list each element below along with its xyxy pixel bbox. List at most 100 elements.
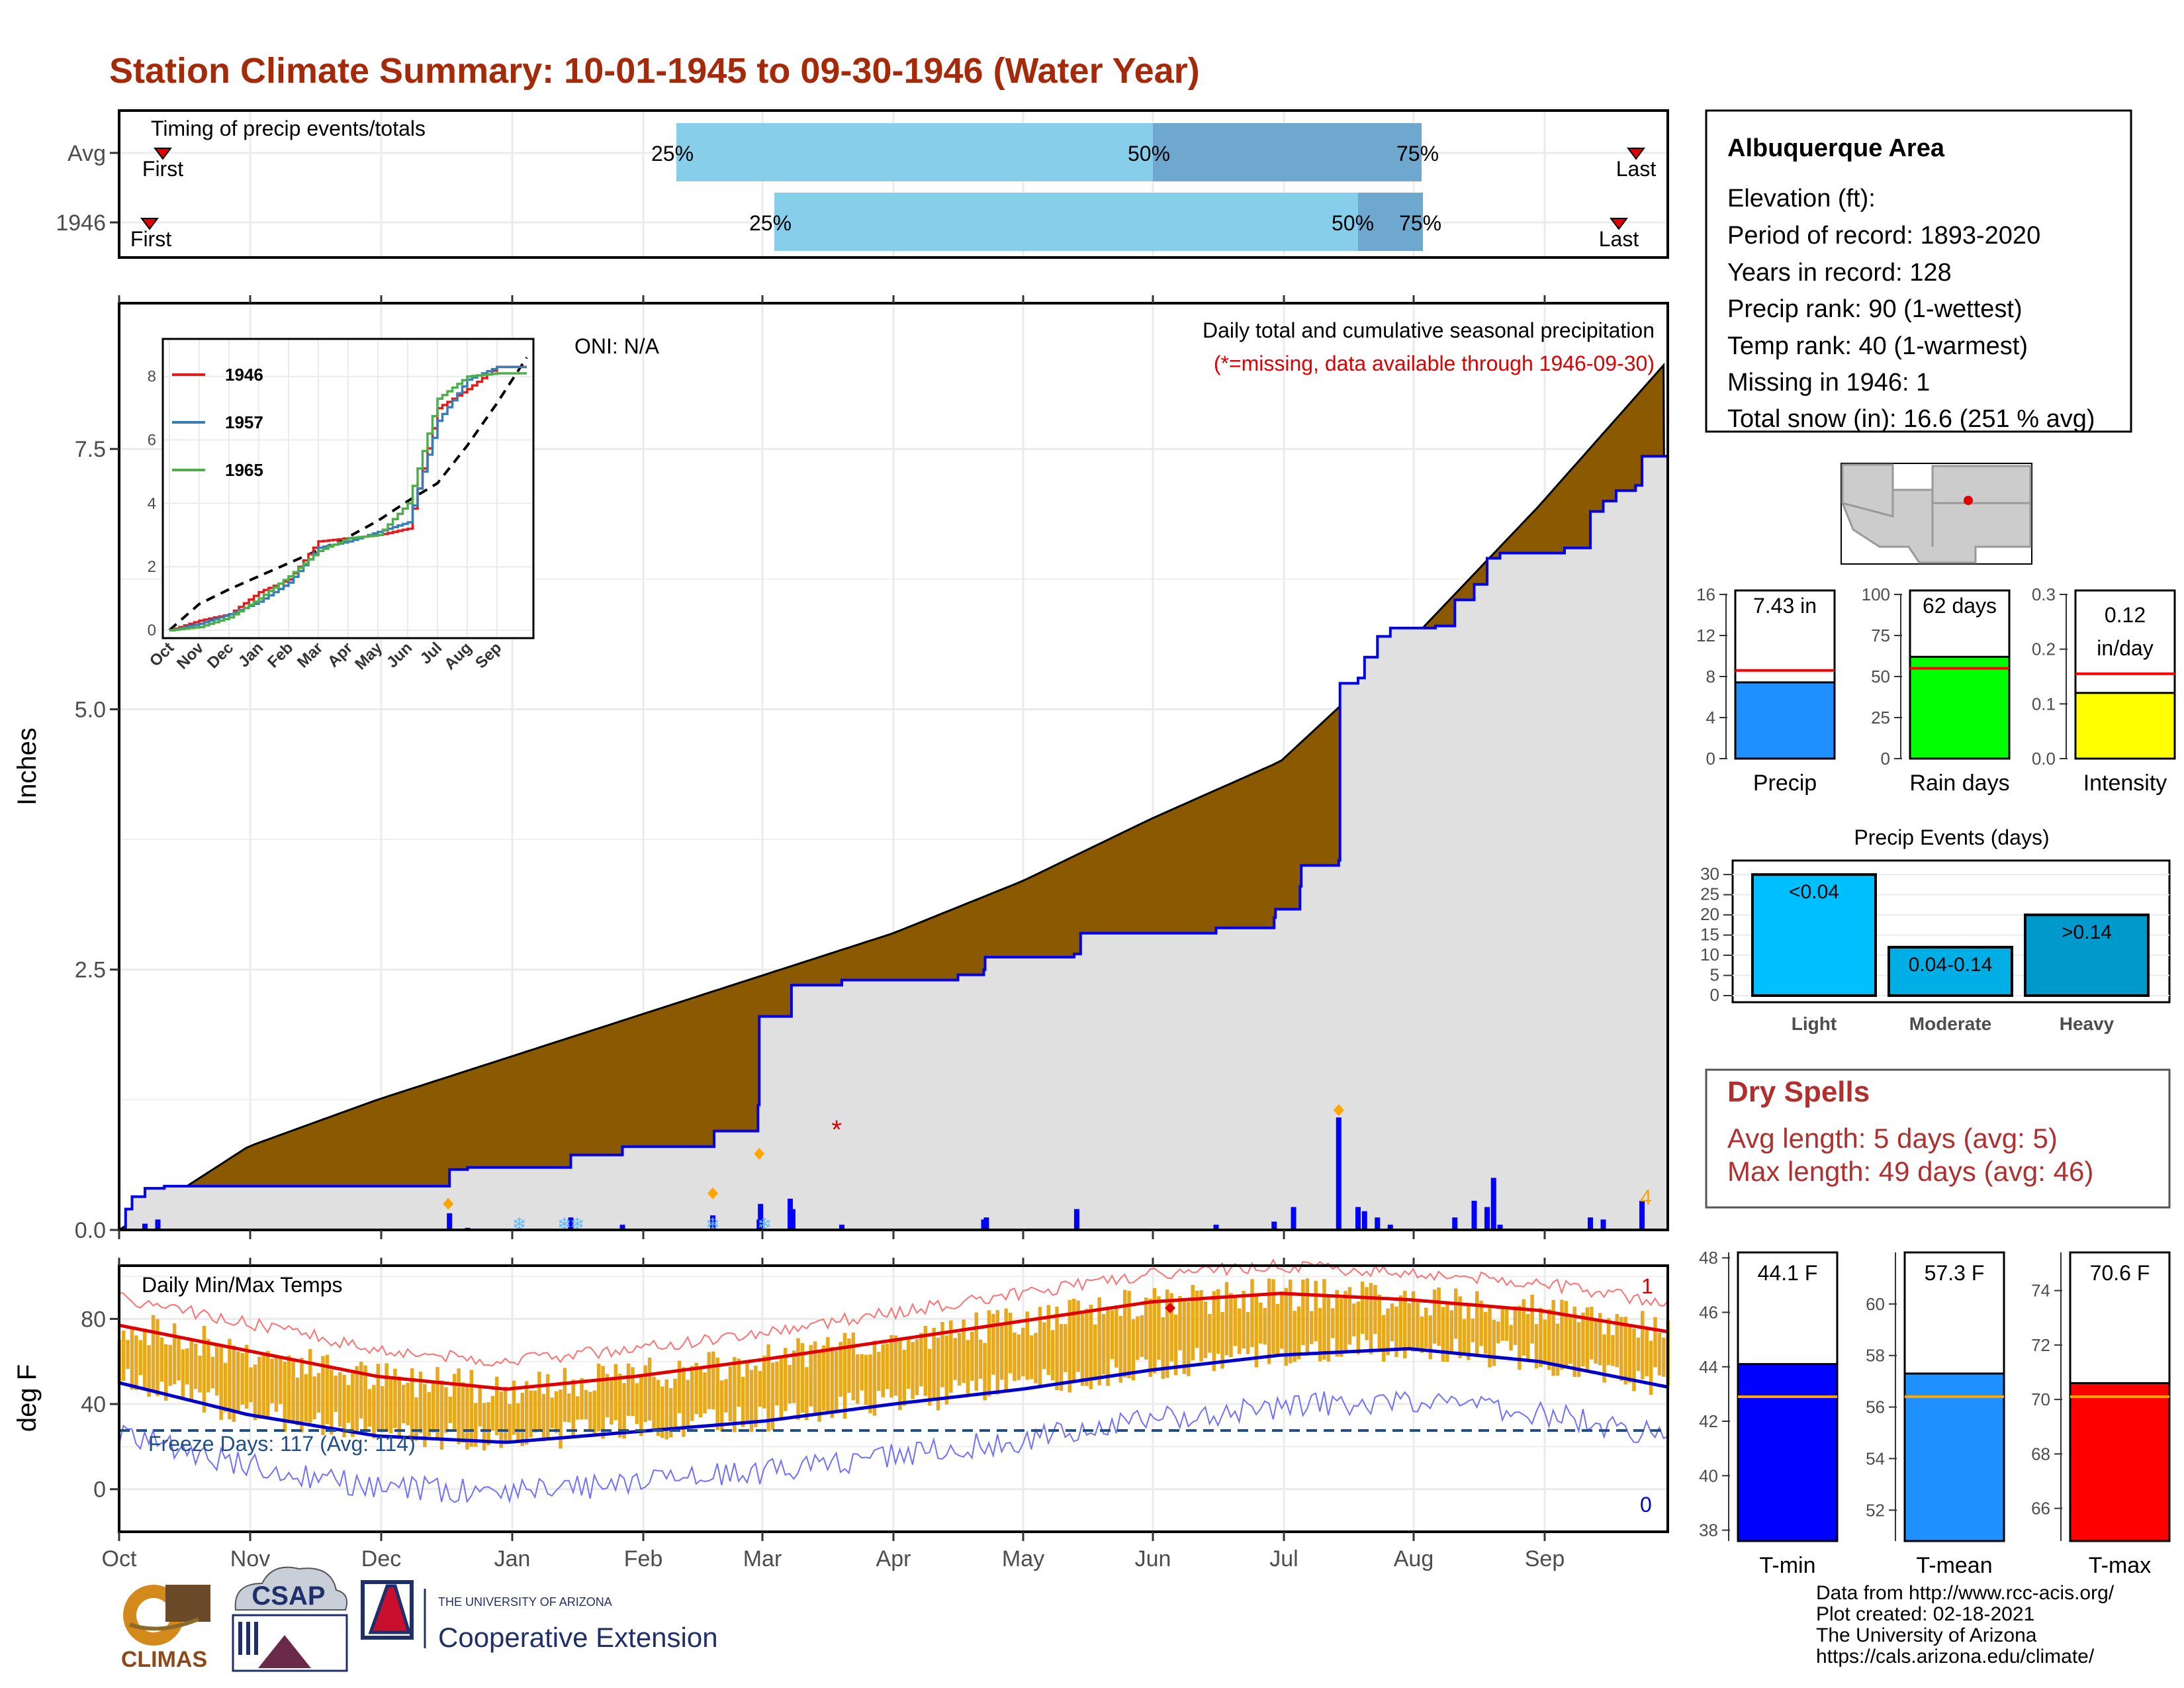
daily-temp-bar	[983, 1342, 987, 1401]
daily-temp-bar	[541, 1393, 546, 1442]
daily-temp-bar	[987, 1310, 991, 1397]
temp-summary-tick: 74	[2031, 1281, 2050, 1301]
daily-temp-bar	[762, 1356, 766, 1409]
daily-temp-bar	[1284, 1288, 1289, 1366]
daily-temp-bar	[1356, 1301, 1360, 1354]
daily-temp-bar	[121, 1331, 126, 1381]
daily-temp-bar	[821, 1345, 826, 1411]
daily-temp-bar	[193, 1343, 198, 1389]
footer-university: The University of Arizona	[1816, 1624, 2037, 1646]
daily-temp-bar	[206, 1339, 210, 1393]
station-name: Albuquerque Area	[1727, 134, 1945, 162]
temp-ylabel: deg F	[13, 1364, 42, 1432]
month-label: Oct	[102, 1546, 137, 1571]
daily-temp-bar	[1594, 1320, 1598, 1364]
daily-temp-bar	[189, 1338, 193, 1401]
daily-temp-bar	[1615, 1313, 1619, 1368]
daily-temp-bar	[686, 1380, 690, 1427]
daily-temp-bar	[571, 1380, 575, 1439]
daily-temp-bar	[800, 1342, 805, 1413]
daily-temp-bar	[474, 1403, 478, 1447]
timing-avg-p50: 50%	[1128, 142, 1170, 165]
year-cumulative-area	[119, 455, 1669, 1231]
daily-temp-bar	[575, 1396, 580, 1420]
daily-temp-bar	[1504, 1306, 1509, 1341]
inset-avg-line	[168, 356, 528, 632]
daily-temp-bar	[605, 1374, 610, 1417]
daily-temp-bar	[1411, 1291, 1416, 1352]
summary-bar-fill	[1909, 655, 2011, 760]
daily-temp-bar	[592, 1390, 597, 1434]
summary-bar-tick: 8	[1706, 667, 1715, 686]
temp-ytick-label: 80	[81, 1307, 106, 1332]
daily-temp-bar	[495, 1376, 499, 1436]
daily-temp-bar	[694, 1362, 698, 1415]
daily-temp-bar	[719, 1380, 724, 1432]
daily-temp-bar	[1178, 1295, 1182, 1350]
daily-precip-bars: ❄ ❄❄ ❄❄	[142, 1103, 1645, 1234]
daily-temp-bar	[588, 1391, 592, 1432]
daily-temp-bar	[1420, 1316, 1424, 1353]
daily-temp-bar	[1055, 1307, 1059, 1391]
daily-temp-bar	[1471, 1318, 1475, 1342]
daily-temp-bar	[932, 1327, 936, 1399]
daily-precip-bar	[447, 1213, 453, 1230]
daily-temp-bar	[359, 1362, 363, 1419]
summary-bar-tick: 0.2	[2032, 639, 2056, 659]
daily-temp-bar	[1165, 1289, 1169, 1378]
temp-summary-t-max: 70.6 F T-max 66 68 70 72 74	[2031, 1251, 2171, 1578]
daily-temp-bar	[1602, 1334, 1606, 1383]
daily-temp-bar	[508, 1403, 512, 1441]
daily-temp-bar	[1394, 1306, 1398, 1358]
daily-temp-bar	[1611, 1335, 1615, 1366]
daily-precip-bar	[1375, 1217, 1381, 1230]
temp-summary-fill	[2069, 1382, 2171, 1542]
daily-temp-bar	[1118, 1315, 1122, 1383]
daily-temp-bar	[1216, 1289, 1220, 1354]
daily-temp-bar	[164, 1344, 168, 1401]
daily-temp-bar	[414, 1397, 418, 1441]
daily-temp-bar	[524, 1381, 529, 1445]
daily-temp-bar	[733, 1357, 737, 1432]
daily-temp-bar	[1212, 1291, 1216, 1372]
climas-logo-text: CLIMAS	[121, 1647, 207, 1672]
daily-temp-bar	[1127, 1291, 1131, 1379]
precip-event-category: Heavy	[2060, 1013, 2115, 1034]
daily-precip-bar	[710, 1215, 715, 1230]
precip-events-title: Precip Events (days)	[1854, 825, 2049, 849]
daily-precip-bar	[1497, 1225, 1503, 1230]
daily-temp-bar	[1398, 1295, 1403, 1348]
month-label: Jan	[494, 1546, 531, 1571]
daily-temp-bar	[457, 1368, 461, 1444]
summary-bar-fill	[2074, 692, 2176, 760]
daily-temp-bar	[889, 1335, 893, 1398]
daily-temp-bar	[198, 1356, 202, 1393]
daily-temp-bar	[898, 1340, 902, 1411]
daily-temp-bar	[1029, 1335, 1034, 1380]
summary-bar-tick: 0	[1706, 749, 1715, 769]
daily-temp-bar	[1403, 1290, 1407, 1359]
daily-temp-bar	[177, 1336, 181, 1381]
daily-temp-bar	[1191, 1285, 1195, 1360]
temp-summary-tick: 46	[1699, 1302, 1718, 1322]
daily-temp-bar	[1483, 1311, 1488, 1354]
daily-temp-bar	[134, 1335, 138, 1390]
heavy-precip-marker	[754, 1148, 765, 1160]
daily-temp-bar	[885, 1343, 889, 1389]
daily-temp-bar	[1050, 1330, 1055, 1381]
daily-precip-bar	[758, 1203, 764, 1230]
summary-bar-tick: 0.0	[2032, 749, 2056, 769]
summary-bar-value: 7.43 in	[1753, 594, 1817, 618]
daily-temp-bar	[1136, 1316, 1140, 1360]
dry-spells-title: Dry Spells	[1727, 1076, 1870, 1108]
daily-precip-bar	[1355, 1207, 1361, 1230]
daily-precip-bar	[983, 1217, 989, 1230]
daily-temp-bar	[631, 1367, 635, 1417]
daily-temp-bar	[1416, 1302, 1420, 1352]
daily-temp-bar	[1496, 1321, 1500, 1344]
daily-temp-bar	[1641, 1311, 1645, 1380]
heavy-count-label: 4	[1640, 1186, 1652, 1209]
temp-summary-t-min: 44.1 F T-min 38 40 42 44 46 48	[1699, 1248, 1839, 1578]
events-ytick-label: 5	[1710, 965, 1719, 985]
